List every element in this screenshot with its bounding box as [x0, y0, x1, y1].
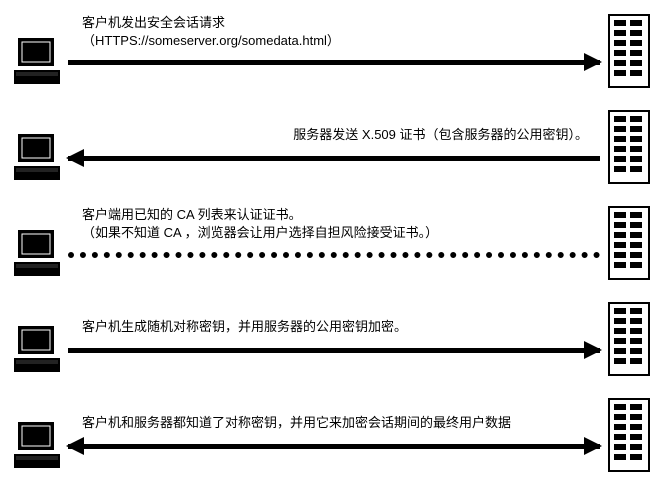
step-1-text-1: 客户机发出安全会话请求: [82, 14, 588, 32]
server-rack-icon: [608, 398, 650, 475]
step-5-label: 客户机和服务器都知道了对称密钥，并用它来加密会话期间的最终用户数据: [82, 414, 588, 432]
step-2-text-1: 服务器发送 X.509 证书（包含服务器的公用密钥）。: [82, 126, 588, 144]
client-computer-icon: [12, 420, 62, 475]
arrow-right-icon: [584, 437, 602, 455]
server-rack-icon: [608, 302, 650, 379]
server-rack-icon: [608, 110, 650, 187]
step-5-arrow: [68, 438, 600, 456]
step-3-text-1: 客户端用已知的 CA 列表来认证证书。: [82, 206, 588, 224]
step-5-text-1: 客户机和服务器都知道了对称密钥，并用它来加密会话期间的最终用户数据: [82, 414, 588, 432]
step-3-text-2: （如果不知道 CA ，浏览器会让用户选择自担风险接受证书。）: [82, 224, 588, 242]
step-5: 客户机和服务器都知道了对称密钥，并用它来加密会话期间的最终用户数据: [12, 392, 650, 488]
step-1-arrow: [68, 54, 600, 72]
step-2-label: 服务器发送 X.509 证书（包含服务器的公用密钥）。: [82, 126, 588, 144]
client-computer-icon: [12, 324, 62, 379]
step-2-arrow: [68, 150, 600, 168]
step-4: 客户机生成随机对称密钥，并用服务器的公用密钥加密。: [12, 296, 650, 392]
step-3: 客户端用已知的 CA 列表来认证证书。 （如果不知道 CA ，浏览器会让用户选择…: [12, 200, 650, 296]
arrow-right-icon: [584, 53, 602, 71]
arrow-right-icon: [584, 341, 602, 359]
step-4-arrow: [68, 342, 600, 360]
step-3-label: 客户端用已知的 CA 列表来认证证书。 （如果不知道 CA ，浏览器会让用户选择…: [82, 206, 588, 242]
step-1-text-2: （HTTPS://someserver.org/somedata.html）: [82, 32, 588, 50]
step-4-label: 客户机生成随机对称密钥，并用服务器的公用密钥加密。: [82, 318, 588, 336]
arrow-left-icon: [66, 149, 84, 167]
client-computer-icon: [12, 228, 62, 283]
step-1-label: 客户机发出安全会话请求 （HTTPS://someserver.org/some…: [82, 14, 588, 50]
step-1: 客户机发出安全会话请求 （HTTPS://someserver.org/some…: [12, 8, 650, 104]
server-rack-icon: [608, 14, 650, 91]
step-2: 服务器发送 X.509 证书（包含服务器的公用密钥）。: [12, 104, 650, 200]
step-4-text-1: 客户机生成随机对称密钥，并用服务器的公用密钥加密。: [82, 318, 588, 336]
step-3-arrow: [68, 246, 600, 264]
arrow-left-icon: [66, 437, 84, 455]
server-rack-icon: [608, 206, 650, 283]
client-computer-icon: [12, 132, 62, 187]
client-computer-icon: [12, 36, 62, 91]
